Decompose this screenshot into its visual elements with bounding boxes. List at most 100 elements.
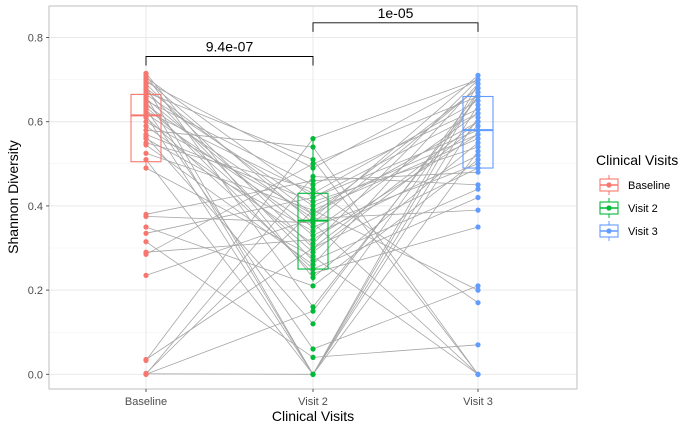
point-visit-2 [310, 173, 316, 180]
bracket-label: 9.4e-07 [206, 39, 254, 55]
point-visit-3 [475, 102, 481, 108]
point-visit-3 [475, 93, 481, 100]
bracket-line [145, 56, 314, 66]
point-baseline [143, 136, 149, 142]
point-visit-2 [310, 232, 316, 238]
legend-label: Visit 2 [628, 203, 658, 215]
point-visit-3 [475, 283, 481, 289]
point-visit-2 [310, 274, 316, 281]
point-visit-2 [310, 245, 316, 251]
significance-annotations: 9.4e-07 1e-05 [145, 5, 479, 66]
point-visit-3 [475, 165, 481, 171]
legend-title: Clinical Visits [596, 152, 678, 168]
point-visit-3 [475, 136, 481, 142]
point-visit-3 [475, 152, 481, 158]
y-tick-label: 0.0 [28, 369, 43, 381]
point-visit-3 [475, 182, 481, 188]
point-baseline [143, 213, 149, 219]
bracket-label: 1e-05 [378, 5, 414, 21]
point-baseline [143, 114, 149, 121]
y-tick-label: 0.6 [28, 117, 43, 129]
point-visit-2 [310, 144, 316, 150]
x-tick-label: Visit 2 [298, 396, 328, 408]
significance-bracket: 9.4e-07 [145, 39, 314, 66]
point-visit-3 [475, 161, 481, 167]
point-baseline [143, 371, 149, 377]
point-visit-2 [310, 241, 316, 247]
point-baseline [143, 165, 149, 171]
point-visit-2 [310, 224, 316, 230]
point-visit-3 [475, 106, 481, 112]
point-visit-3 [475, 131, 481, 137]
point-visit-2 [310, 304, 316, 310]
legend-key-point [606, 205, 612, 211]
legend: Clinical Visits Baseline Visit 2 Visit 3 [596, 152, 678, 241]
point-visit-3 [475, 194, 481, 201]
point-baseline [143, 224, 149, 230]
point-visit-2 [310, 186, 316, 192]
point-visit-3 [475, 140, 481, 146]
point-visit-3 [475, 157, 481, 163]
point-baseline [143, 272, 149, 278]
legend-item-baseline: Baseline [599, 175, 670, 195]
point-visit-3 [475, 98, 481, 104]
point-visit-2 [310, 190, 316, 196]
point-visit-2 [310, 237, 316, 243]
point-visit-3 [475, 81, 481, 87]
legend-key-point [606, 182, 612, 188]
point-visit-2 [310, 136, 316, 142]
y-axis-ticks: 0.0 0.2 0.4 0.6 0.8 [28, 33, 49, 381]
point-visit-3 [475, 110, 481, 116]
point-visit-2 [310, 165, 316, 171]
point-visit-2 [310, 178, 316, 184]
point-visit-3 [475, 169, 481, 175]
point-visit-3 [475, 207, 481, 213]
point-visit-2 [310, 266, 316, 272]
point-visit-3 [475, 300, 481, 306]
point-visit-2 [310, 161, 316, 167]
point-visit-2 [310, 321, 316, 327]
point-visit-2 [310, 346, 316, 352]
x-tick-label: Baseline [125, 396, 167, 408]
point-visit-3 [475, 144, 481, 150]
point-visit-3 [475, 287, 481, 293]
point-visit-2 [310, 262, 316, 268]
point-visit-2 [310, 194, 316, 201]
point-visit-2 [310, 258, 316, 264]
y-axis-title: Shannon Diversity [5, 140, 21, 254]
bracket-line [312, 22, 479, 32]
point-baseline [143, 251, 149, 257]
legend-label: Visit 3 [628, 226, 658, 238]
point-visit-2 [310, 308, 316, 314]
legend-label: Baseline [628, 180, 670, 192]
point-visit-3 [475, 127, 481, 133]
legend-key-point [606, 228, 612, 234]
point-baseline [143, 157, 149, 163]
point-visit-2 [310, 220, 316, 226]
point-visit-3 [475, 77, 481, 83]
point-visit-3 [475, 89, 481, 95]
legend-item-visit-3: Visit 3 [599, 221, 658, 241]
point-visit-3 [475, 186, 481, 192]
point-visit-2 [310, 270, 316, 276]
point-baseline [143, 150, 149, 156]
point-visit-2 [310, 249, 316, 255]
point-visit-2 [310, 228, 316, 234]
data-points [143, 70, 481, 377]
point-visit-3 [475, 119, 481, 125]
x-axis-ticks: Baseline Visit 2 Visit 3 [125, 389, 493, 408]
point-visit-2 [310, 371, 316, 377]
point-baseline [143, 230, 149, 236]
point-visit-3 [475, 72, 481, 78]
point-visit-3 [475, 224, 481, 230]
point-visit-2 [310, 283, 316, 289]
point-visit-2 [310, 354, 316, 360]
legend-item-visit-2: Visit 2 [599, 198, 658, 218]
point-baseline [143, 119, 149, 125]
y-tick-label: 0.4 [28, 201, 43, 213]
point-visit-3 [475, 371, 481, 377]
point-visit-2 [310, 215, 316, 222]
point-visit-3 [475, 148, 481, 154]
point-visit-3 [475, 342, 481, 348]
